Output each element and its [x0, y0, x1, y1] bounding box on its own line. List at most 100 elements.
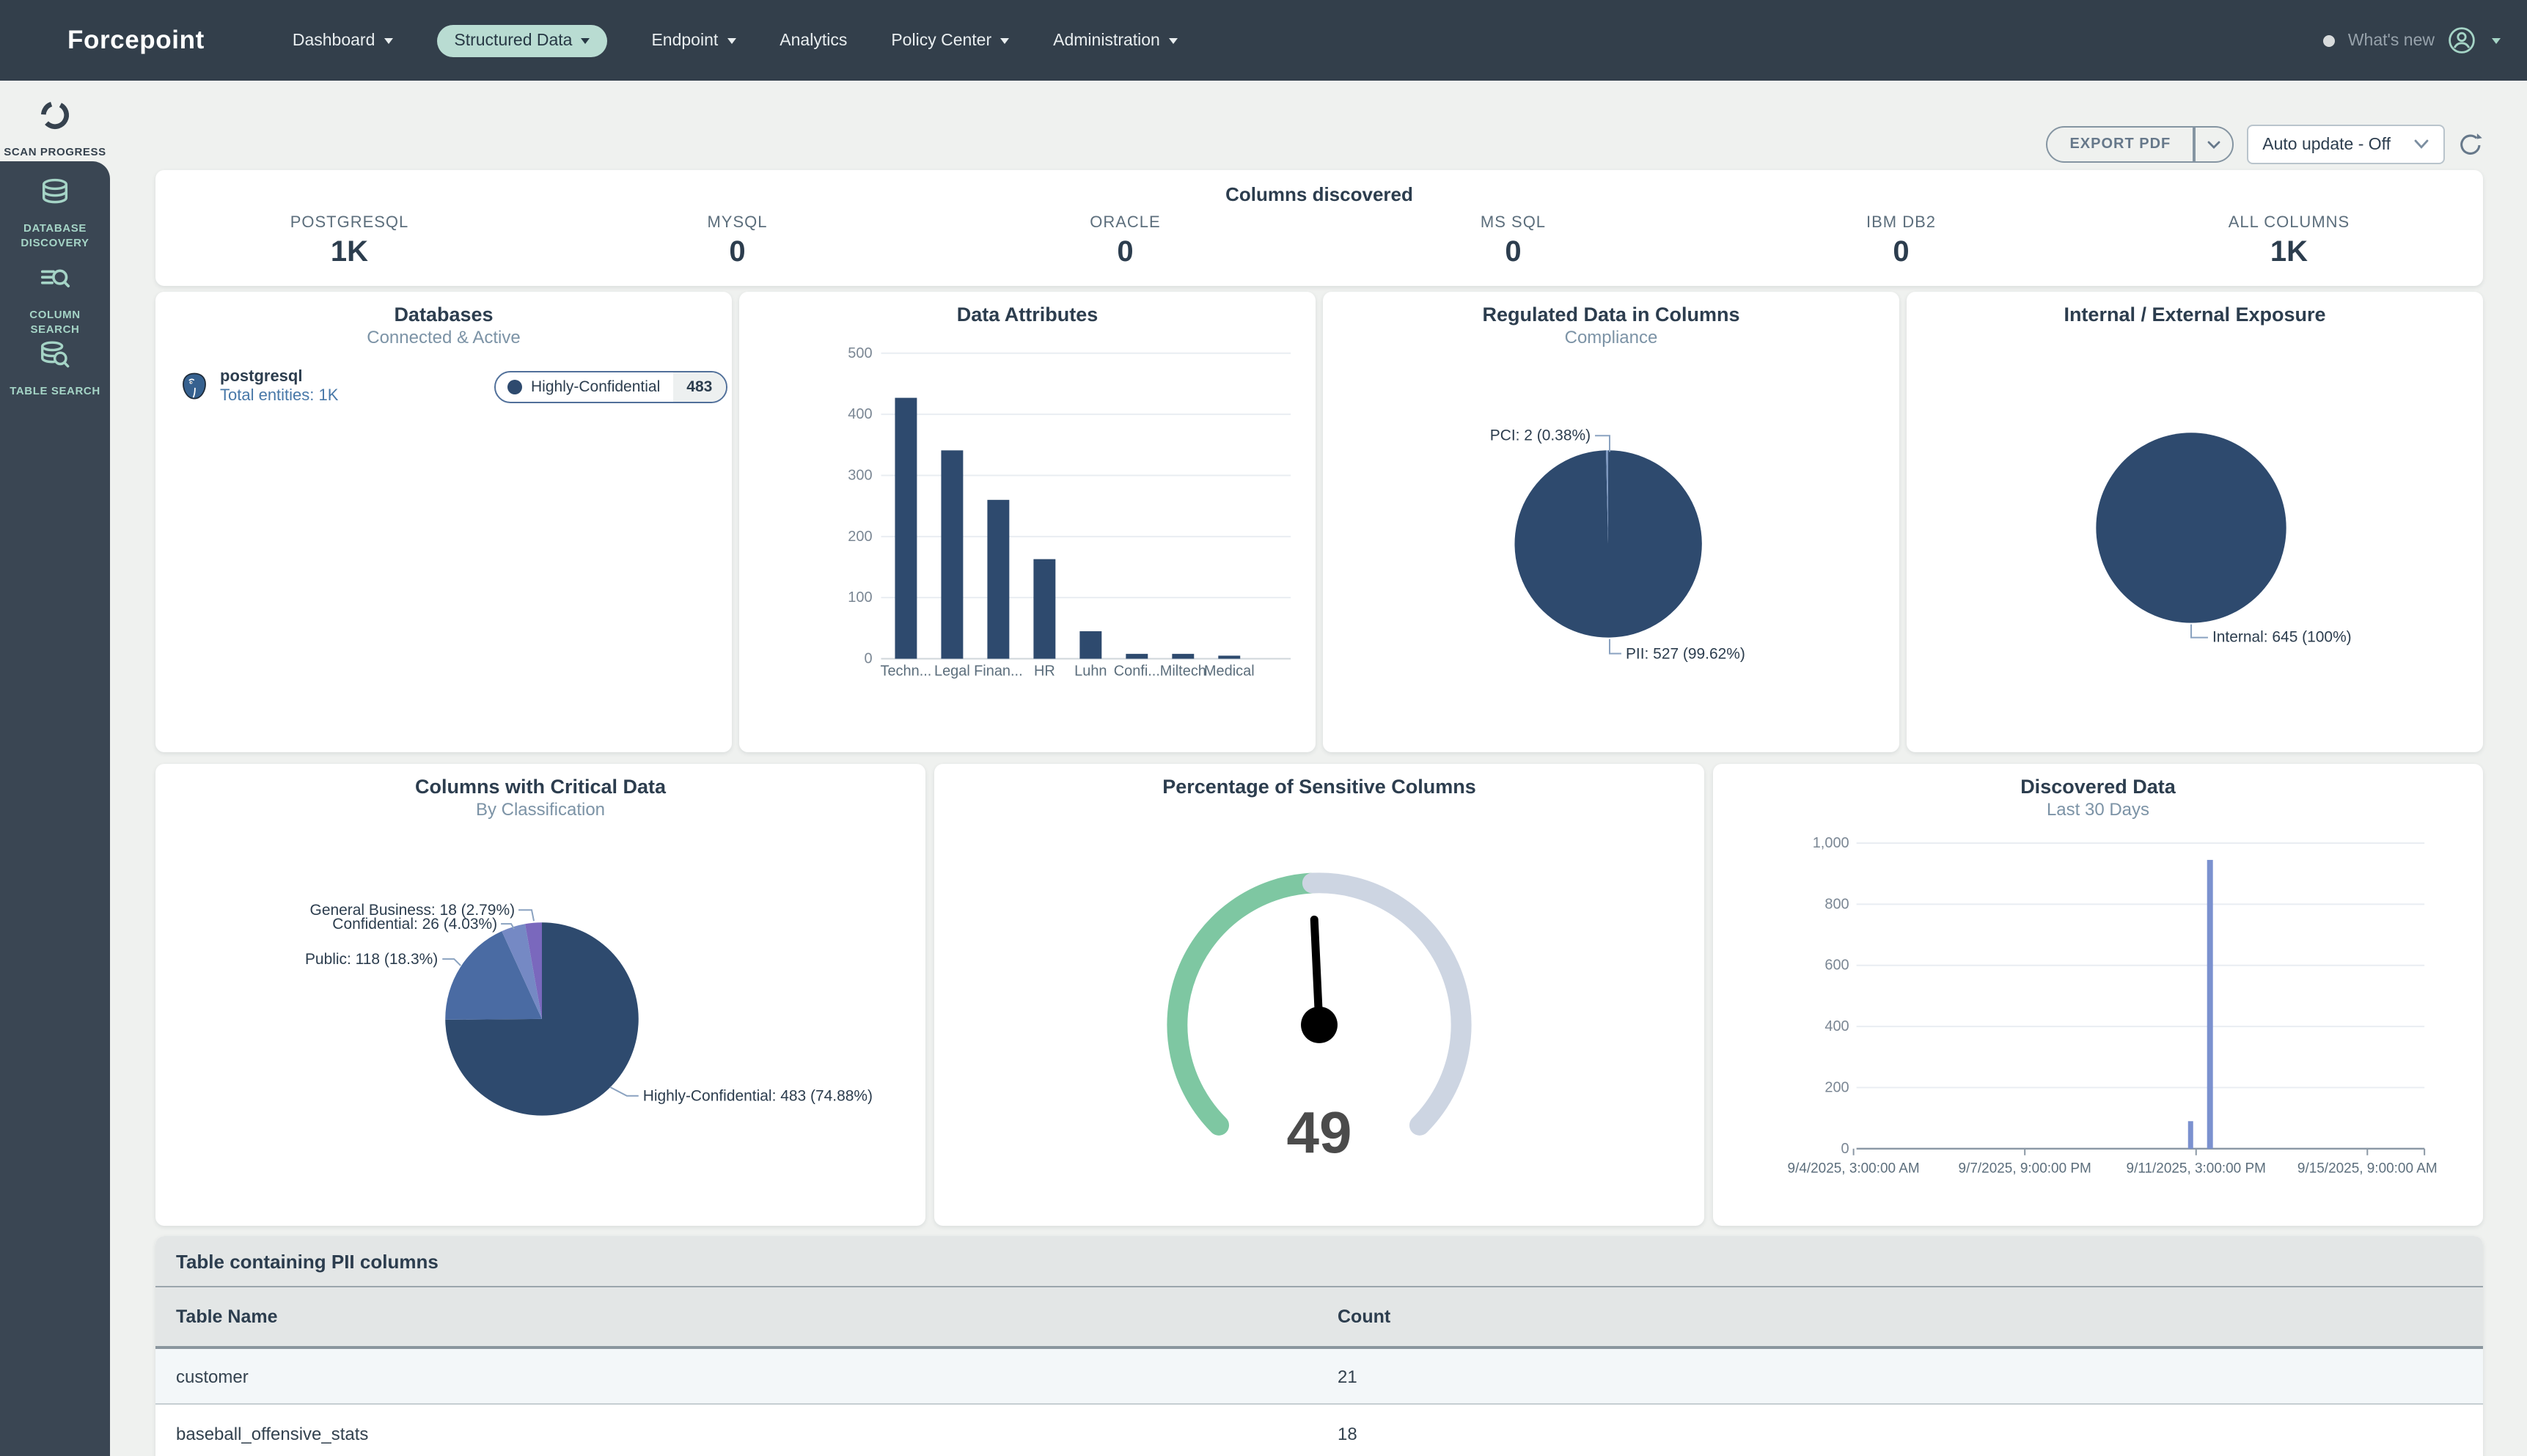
- column-header-count[interactable]: Count: [1338, 1306, 1391, 1327]
- nav-policy-center[interactable]: Policy Center: [891, 32, 1010, 49]
- pie-slice: [445, 931, 542, 1020]
- top-navbar: Forcepoint Dashboard Structured Data End…: [0, 0, 2527, 81]
- data-attributes-card: Data Attributes 0 100 200 300 400 500 Techn...…: [739, 292, 1316, 752]
- bar: [1172, 653, 1195, 659]
- x-axis-label: 9/4/2025, 3:00:00 AM: [1788, 1161, 1920, 1177]
- x-axis-label: Finan...: [974, 663, 1023, 679]
- sidebar-item-scan-progress[interactable]: SCAN PROGRESS: [0, 98, 110, 158]
- x-axis-label: Medical: [1204, 663, 1255, 679]
- cards-row-2: Columns with Critical Data By Classifica…: [155, 764, 2483, 1226]
- column-header-table-name[interactable]: Table Name: [176, 1306, 278, 1327]
- refresh-button[interactable]: [2458, 132, 2483, 157]
- export-pdf-button[interactable]: EXPORT PDF: [2046, 126, 2234, 163]
- notification-dot: [2322, 34, 2335, 46]
- x-axis-label: Luhn: [1074, 663, 1107, 679]
- nav-administration[interactable]: Administration: [1053, 32, 1178, 49]
- critical-data-card: Columns with Critical Data By Classifica…: [155, 764, 925, 1226]
- x-axis-label: Techn...: [881, 663, 932, 679]
- classification-badge[interactable]: Highly-Confidential 483: [494, 371, 727, 403]
- databases-card: Databases Connected & Active postgresql …: [155, 292, 732, 752]
- stat-mssql: MS SQL 0: [1480, 214, 1547, 268]
- table-header-row: Table Name Count: [155, 1287, 2483, 1349]
- bar: [987, 499, 1010, 659]
- chevron-down-icon: [1000, 37, 1010, 43]
- x-axis-label: 9/15/2025, 9:00:00 AM: [2297, 1161, 2438, 1177]
- sidebar: SCAN PROGRESS DATABASE DISCOVERY COLUMN …: [0, 81, 110, 1456]
- y-axis-label: 200: [1824, 1079, 1849, 1095]
- bar: [1126, 653, 1148, 659]
- chevron-down-icon: [727, 37, 736, 43]
- bar: [1033, 559, 1056, 659]
- x-axis-label: HR: [1034, 663, 1055, 679]
- discovered-data-bar-chart: 0 200 400 600 800 1,000 9/4/2025, 3:00:00 AM 9/…: [1788, 835, 2438, 1177]
- nav-structured-data[interactable]: Structured Data: [436, 24, 608, 56]
- whats-new-link[interactable]: What's new: [2347, 32, 2435, 49]
- pie-slice: [525, 922, 542, 1019]
- discovered-data-card: Discovered Data Last 30 Days 0 200 400 600 8…: [1713, 764, 2483, 1226]
- table-title-band: Table containing PII columns: [155, 1236, 2483, 1287]
- y-axis-label: 400: [1824, 1018, 1849, 1034]
- stats-title: Columns discovered: [1225, 183, 1413, 205]
- gauge-value: 49: [1286, 1101, 1352, 1166]
- pie-slice: [2096, 433, 2286, 623]
- x-axis-label: 9/7/2025, 9:00:00 PM: [1959, 1161, 2091, 1177]
- user-menu-chevron-icon[interactable]: [2492, 37, 2501, 43]
- cards-row-1: Databases Connected & Active postgresql …: [155, 292, 2483, 752]
- table-row[interactable]: customer 21: [155, 1349, 2483, 1405]
- stat-mysql: MYSQL 0: [707, 214, 768, 268]
- column-search-icon: [40, 269, 70, 288]
- nav-dashboard[interactable]: Dashboard: [293, 32, 393, 49]
- stat-all-columns: ALL COLUMNS 1K: [2228, 214, 2350, 268]
- pie-slice-label: Highly-Confidential: 483 (74.88%): [643, 1088, 873, 1105]
- bar: [895, 397, 917, 659]
- y-axis-label: 200: [848, 529, 872, 545]
- table-search-icon: [41, 341, 70, 368]
- y-axis-label: 100: [848, 589, 872, 606]
- sidebar-item-database-discovery[interactable]: DATABASE DISCOVERY: [0, 176, 110, 251]
- forcepoint-logo: Forcepoint: [67, 25, 205, 54]
- gauge-track-arc: [1302, 872, 1472, 1136]
- nav-endpoint[interactable]: Endpoint: [651, 32, 736, 49]
- regulated-data-pie-chart: PCI: 2 (0.38%) PII: 527 (99.62%): [1490, 427, 1745, 663]
- stats-row: POSTGRESQL 1K MYSQL 0 ORACLE 0 MS SQL 0 IBM …: [155, 214, 2483, 270]
- chevron-down-icon: [384, 37, 393, 43]
- divider: [2193, 128, 2196, 161]
- pie-slice-label: General Business: 18 (2.79%): [310, 902, 516, 919]
- x-axis-label: Legal: [934, 663, 970, 679]
- data-attributes-bar-chart: 0 100 200 300 400 500 Techn... Legal Finan... HR L…: [848, 345, 1291, 679]
- sensitive-columns-gauge: [1167, 872, 1472, 1136]
- sidebar-item-table-search[interactable]: TABLE SEARCH: [0, 339, 110, 399]
- stat-postgresql: POSTGRESQL 1K: [290, 214, 409, 268]
- user-avatar-icon[interactable]: [2448, 26, 2476, 54]
- y-axis-label: 0: [1841, 1141, 1849, 1157]
- sidebar-item-column-search[interactable]: COLUMN SEARCH: [0, 262, 110, 338]
- columns-discovered-card: Columns discovered POSTGRESQL 1K MYSQL 0 O…: [155, 170, 2483, 286]
- critical-data-pie-chart: General Business: 18 (2.79%)Confidential…: [305, 902, 873, 1116]
- label-connector: [609, 1086, 639, 1097]
- database-entry-postgresql[interactable]: postgresql Total entities: 1K: [179, 368, 338, 405]
- nav-analytics[interactable]: Analytics: [780, 32, 848, 49]
- gauge-hub: [1301, 1006, 1338, 1043]
- label-connector: [501, 923, 515, 930]
- pie-slice: [502, 924, 542, 1019]
- stat-ibmdb2: IBM DB2 0: [1866, 214, 1936, 268]
- dashboard-controls: EXPORT PDF Auto update - Off: [155, 125, 2483, 164]
- sidebar-panel: DATABASE DISCOVERY COLUMN SEARCH TABLE S…: [0, 161, 110, 1456]
- y-axis-label: 600: [1824, 957, 1849, 974]
- pie-slice: [445, 922, 639, 1116]
- label-connector: [1595, 435, 1611, 452]
- bar: [1218, 655, 1241, 659]
- y-axis-label: 0: [864, 651, 872, 667]
- sensitive-gauge-card: Percentage of Sensitive Columns 49: [934, 764, 1704, 1226]
- export-options-chevron-icon[interactable]: [2195, 128, 2231, 161]
- x-axis-label: 9/11/2025, 3:00:00 PM: [2127, 1161, 2266, 1177]
- label-connector: [1609, 639, 1621, 655]
- table-row[interactable]: baseball_offensive_stats 18: [155, 1405, 2483, 1456]
- postgresql-icon: [183, 372, 206, 400]
- gauge-fill-arc: [1167, 872, 1323, 1136]
- stat-oracle: ORACLE 0: [1090, 214, 1161, 268]
- bar: [2207, 859, 2213, 1149]
- auto-update-select[interactable]: Auto update - Off: [2246, 125, 2445, 164]
- y-axis-label: 500: [848, 345, 872, 361]
- y-axis-label: 800: [1824, 896, 1849, 912]
